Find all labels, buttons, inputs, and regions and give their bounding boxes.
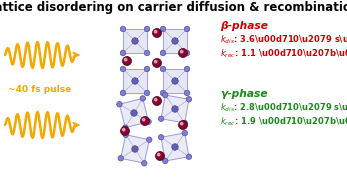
- Circle shape: [142, 160, 147, 166]
- Circle shape: [184, 26, 190, 32]
- Circle shape: [154, 30, 157, 33]
- Polygon shape: [123, 29, 147, 53]
- Polygon shape: [123, 69, 147, 93]
- Circle shape: [144, 26, 150, 32]
- Circle shape: [131, 110, 137, 116]
- Circle shape: [144, 50, 150, 56]
- Circle shape: [186, 97, 192, 102]
- Circle shape: [172, 78, 178, 84]
- Text: β-phase: β-phase: [220, 21, 268, 31]
- Circle shape: [141, 116, 150, 125]
- Circle shape: [178, 121, 187, 129]
- Circle shape: [120, 90, 126, 96]
- Polygon shape: [163, 69, 187, 93]
- Circle shape: [120, 66, 126, 72]
- Circle shape: [158, 135, 164, 140]
- Circle shape: [132, 78, 138, 84]
- Circle shape: [152, 97, 161, 105]
- Polygon shape: [161, 95, 189, 123]
- Circle shape: [124, 58, 127, 61]
- Circle shape: [152, 59, 161, 67]
- Circle shape: [186, 154, 192, 160]
- Text: $\it{k}_{dis}$: 3.6\u00d710\u2079 s\u207b\u00b9: $\it{k}_{dis}$: 3.6\u00d710\u2079 s\u207…: [220, 34, 347, 46]
- Polygon shape: [121, 135, 149, 163]
- Circle shape: [132, 38, 138, 44]
- Circle shape: [144, 66, 150, 72]
- Circle shape: [160, 26, 166, 32]
- Circle shape: [154, 60, 157, 63]
- Text: $\it{k}_{rec}$: 1.1 \u00d710\u207b\u00b9\u2070 cm\u00b3 s\u207b\u00b9: $\it{k}_{rec}$: 1.1 \u00d710\u207b\u00b9…: [220, 47, 347, 60]
- Circle shape: [142, 118, 145, 121]
- Circle shape: [120, 50, 126, 56]
- Text: Lattice disordering on carrier diffusion & recombination: Lattice disordering on carrier diffusion…: [0, 1, 347, 14]
- Text: $\it{k}_{dis}$: 2.8\u00d710\u2079 s\u207b\u00b9: $\it{k}_{dis}$: 2.8\u00d710\u2079 s\u207…: [220, 102, 347, 115]
- Circle shape: [160, 50, 166, 56]
- Circle shape: [180, 50, 183, 53]
- Circle shape: [155, 152, 164, 160]
- Circle shape: [152, 29, 161, 37]
- Polygon shape: [119, 98, 149, 128]
- Circle shape: [122, 57, 132, 66]
- Circle shape: [117, 101, 122, 107]
- Circle shape: [172, 38, 178, 44]
- Circle shape: [162, 92, 168, 98]
- Polygon shape: [161, 133, 189, 161]
- Circle shape: [120, 126, 129, 136]
- Circle shape: [122, 125, 128, 130]
- Circle shape: [146, 137, 152, 143]
- Text: ~40 fs pulse: ~40 fs pulse: [8, 84, 71, 94]
- Text: γ-phase: γ-phase: [220, 89, 268, 99]
- Circle shape: [118, 156, 124, 161]
- Circle shape: [182, 130, 187, 136]
- Circle shape: [172, 106, 178, 112]
- Circle shape: [120, 26, 126, 32]
- Polygon shape: [163, 29, 187, 53]
- Circle shape: [162, 158, 168, 164]
- Circle shape: [160, 90, 166, 96]
- Circle shape: [172, 144, 178, 150]
- Circle shape: [122, 128, 125, 131]
- Circle shape: [140, 96, 145, 101]
- Circle shape: [158, 153, 160, 156]
- Circle shape: [182, 120, 187, 126]
- Circle shape: [123, 132, 128, 137]
- Circle shape: [146, 119, 151, 125]
- Circle shape: [158, 116, 164, 122]
- Circle shape: [144, 90, 150, 96]
- Circle shape: [178, 49, 187, 57]
- Circle shape: [154, 98, 157, 101]
- Circle shape: [184, 66, 190, 72]
- Circle shape: [184, 50, 190, 56]
- Text: $\it{k}_{rec}$: 1.9 \u00d710\u207b\u00b9\u2070 cm\u00b3 s\u207b\u00b9: $\it{k}_{rec}$: 1.9 \u00d710\u207b\u00b9…: [220, 115, 347, 128]
- Circle shape: [160, 66, 166, 72]
- Circle shape: [180, 122, 183, 125]
- Circle shape: [132, 146, 138, 152]
- Circle shape: [184, 90, 190, 96]
